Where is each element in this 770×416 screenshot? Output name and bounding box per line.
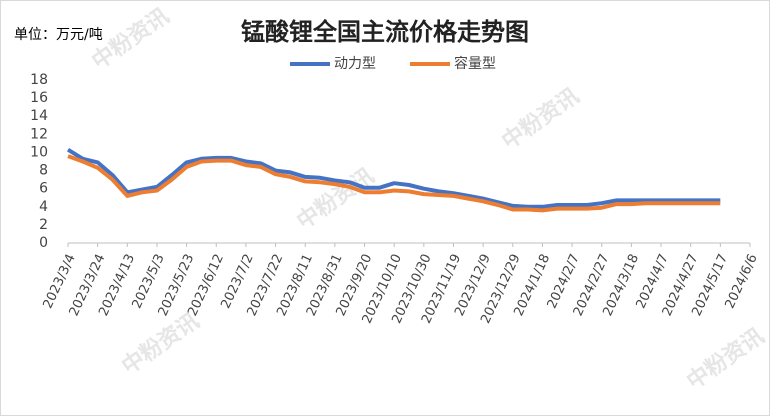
y-tick-label: 4 [39, 199, 48, 215]
y-tick-label: 18 [30, 72, 48, 88]
y-tick-label: 8 [39, 163, 48, 179]
y-tick-label: 16 [30, 90, 48, 106]
y-tick-label: 0 [39, 235, 48, 251]
chart-title: 锰酸锂全国主流价格走势图 [241, 18, 529, 46]
y-tick-label: 10 [30, 144, 48, 160]
unit-label: 单位：万元/吨 [14, 27, 103, 43]
series-line [67, 154, 721, 213]
y-tick-label: 14 [30, 108, 48, 124]
legend-label: 容量型 [454, 55, 496, 72]
series-line [66, 147, 721, 209]
y-tick-label: 6 [39, 181, 48, 197]
legend-label: 动力型 [334, 56, 376, 72]
y-tick-label: 2 [39, 217, 48, 233]
y-tick-label: 12 [30, 126, 48, 142]
